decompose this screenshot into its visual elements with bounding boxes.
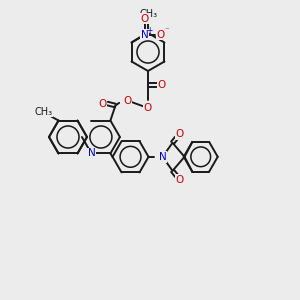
Text: O: O bbox=[176, 129, 184, 139]
Text: CH₃: CH₃ bbox=[34, 106, 52, 116]
Text: CH₃: CH₃ bbox=[140, 9, 158, 19]
Text: +: + bbox=[146, 26, 153, 35]
Text: O: O bbox=[140, 14, 149, 23]
Text: ⁻: ⁻ bbox=[164, 26, 169, 35]
Text: O: O bbox=[144, 103, 152, 113]
Text: O: O bbox=[98, 98, 106, 109]
Text: O: O bbox=[156, 29, 165, 40]
Text: N: N bbox=[141, 29, 148, 40]
Text: O: O bbox=[158, 80, 166, 90]
Text: N: N bbox=[159, 152, 167, 162]
Text: O: O bbox=[176, 175, 184, 185]
Text: O: O bbox=[123, 95, 131, 106]
Text: N: N bbox=[88, 148, 95, 158]
